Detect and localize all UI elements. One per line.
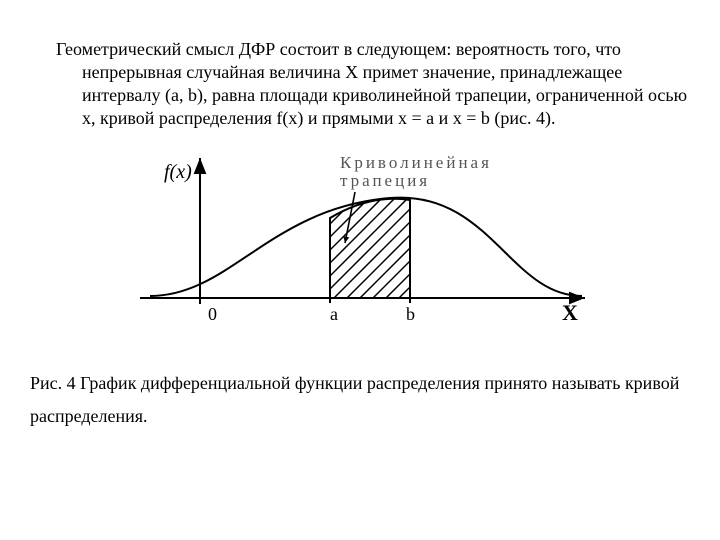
- svg-text:a: a: [330, 304, 338, 324]
- svg-text:f(x): f(x): [164, 161, 192, 183]
- svg-text:трапеция: трапеция: [340, 171, 430, 190]
- body-paragraph: Геометрический смысл ДФР состоит в следу…: [30, 38, 690, 130]
- figure-caption: Рис. 4 График дифференциальной функции р…: [30, 367, 690, 432]
- distribution-curve-diagram: f(x) 0 a b X Криволинейнаятрапеция: [130, 148, 590, 338]
- svg-text:X: X: [562, 300, 578, 325]
- figure-4: f(x) 0 a b X Криволинейнаятрапеция: [130, 148, 590, 343]
- svg-text:0: 0: [208, 304, 217, 324]
- svg-text:Криволинейная: Криволинейная: [340, 153, 492, 172]
- page: Геометрический смысл ДФР состоит в следу…: [0, 0, 720, 540]
- svg-text:b: b: [406, 304, 415, 324]
